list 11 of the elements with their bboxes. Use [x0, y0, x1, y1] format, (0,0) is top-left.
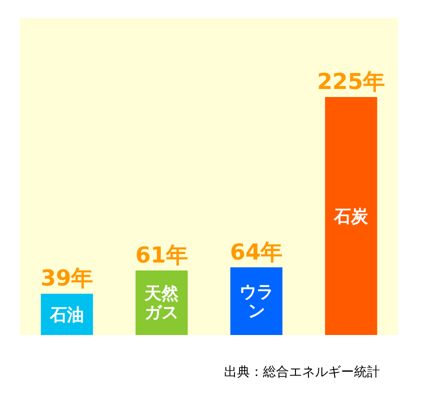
data-label: 61年: [135, 243, 188, 268]
bar: [230, 267, 282, 335]
data-label: 225年: [317, 70, 386, 95]
data-label: 39年: [40, 266, 94, 292]
x-tick-label: 石油: [48, 305, 84, 326]
x-tick-label: 天然ガス: [144, 284, 180, 324]
x-tick-label: 石炭: [333, 207, 370, 227]
x-tick-label: ウラン: [239, 282, 274, 322]
data-label: 64年: [230, 240, 283, 266]
bar: [325, 97, 378, 335]
source-note: 出典：総合エネルギー統計: [224, 365, 380, 380]
